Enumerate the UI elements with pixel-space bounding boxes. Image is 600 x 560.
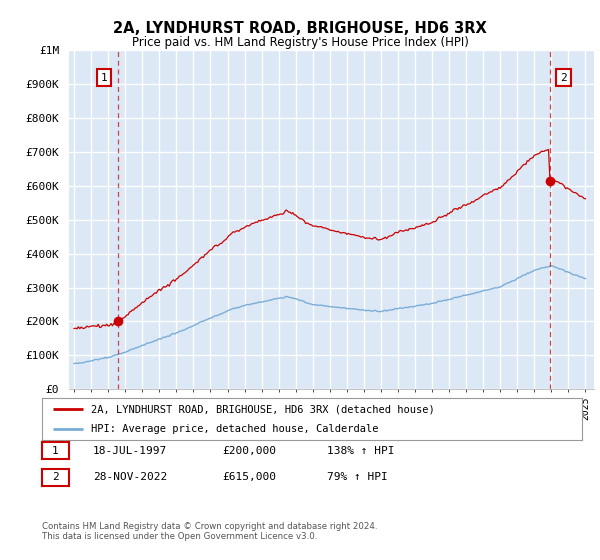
Text: 2: 2 — [52, 472, 59, 482]
Text: £615,000: £615,000 — [222, 472, 276, 482]
Text: 138% ↑ HPI: 138% ↑ HPI — [327, 446, 395, 456]
Text: Contains HM Land Registry data © Crown copyright and database right 2024.
This d: Contains HM Land Registry data © Crown c… — [42, 522, 377, 542]
Text: 2A, LYNDHURST ROAD, BRIGHOUSE, HD6 3RX (detached house): 2A, LYNDHURST ROAD, BRIGHOUSE, HD6 3RX (… — [91, 404, 434, 414]
Text: 2A, LYNDHURST ROAD, BRIGHOUSE, HD6 3RX: 2A, LYNDHURST ROAD, BRIGHOUSE, HD6 3RX — [113, 21, 487, 36]
Text: £200,000: £200,000 — [222, 446, 276, 456]
Text: HPI: Average price, detached house, Calderdale: HPI: Average price, detached house, Cald… — [91, 424, 378, 434]
Text: 79% ↑ HPI: 79% ↑ HPI — [327, 472, 388, 482]
Text: 1: 1 — [52, 446, 59, 456]
Text: 28-NOV-2022: 28-NOV-2022 — [93, 472, 167, 482]
Text: 2: 2 — [560, 72, 566, 82]
Text: 1: 1 — [101, 72, 107, 82]
Text: Price paid vs. HM Land Registry's House Price Index (HPI): Price paid vs. HM Land Registry's House … — [131, 36, 469, 49]
Text: 18-JUL-1997: 18-JUL-1997 — [93, 446, 167, 456]
